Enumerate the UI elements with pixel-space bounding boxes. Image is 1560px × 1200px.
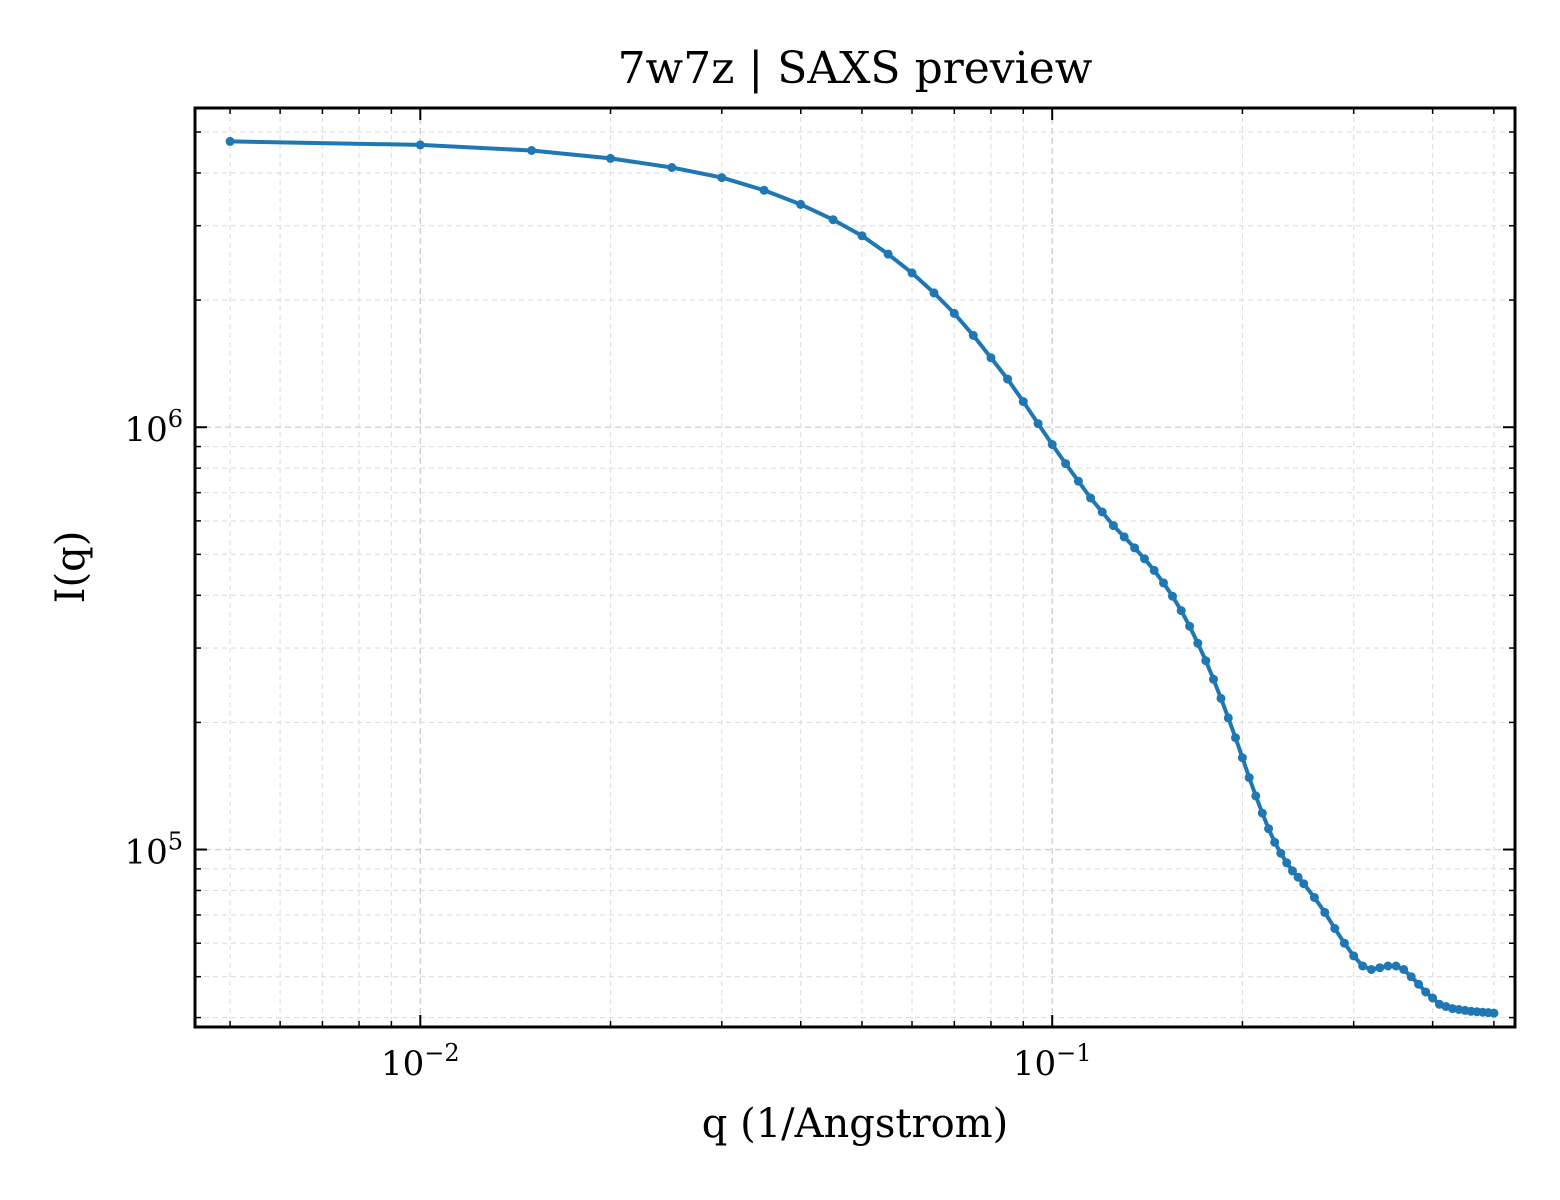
- series-layer: [225, 136, 1499, 1018]
- data-point: [1159, 578, 1168, 588]
- y-tick-label: 106: [124, 405, 183, 450]
- data-point: [1086, 493, 1096, 503]
- data-point: [606, 153, 615, 163]
- data-point: [1358, 961, 1368, 971]
- data-point: [1339, 938, 1349, 948]
- data-point: [796, 199, 806, 209]
- data-point: [883, 249, 893, 259]
- data-point: [1309, 893, 1319, 902]
- data-point: [415, 140, 425, 150]
- data-point: [1330, 924, 1340, 933]
- data-point: [1097, 507, 1107, 517]
- data-point: [1168, 591, 1177, 601]
- data-point: [1201, 656, 1211, 666]
- data-point: [929, 288, 939, 298]
- x-tick-label: 10−2: [381, 1039, 460, 1084]
- data-point: [1223, 713, 1233, 723]
- data-point: [717, 173, 727, 183]
- data-point: [1428, 993, 1438, 1003]
- data-point: [667, 163, 677, 172]
- data-point: [986, 353, 996, 363]
- data-point: [1185, 621, 1195, 631]
- data-point: [1264, 824, 1274, 834]
- data-point: [1414, 979, 1424, 989]
- data-point: [1366, 965, 1376, 974]
- data-point: [1061, 459, 1071, 469]
- data-point: [1489, 1008, 1499, 1018]
- data-point: [1149, 565, 1159, 575]
- data-point: [1073, 476, 1083, 486]
- data-point: [1140, 554, 1149, 564]
- data-point: [225, 136, 235, 146]
- ticks: [195, 108, 1515, 1027]
- data-point: [1018, 397, 1028, 407]
- data-point: [1251, 791, 1261, 801]
- data-point: [1003, 374, 1013, 384]
- y-tick-label: 105: [124, 828, 183, 873]
- data-point: [1244, 773, 1254, 783]
- data-point: [527, 146, 537, 155]
- plot-frame: [193, 106, 1517, 1029]
- data-point: [1209, 674, 1218, 684]
- data-point: [1270, 837, 1280, 847]
- data-point: [1108, 521, 1118, 531]
- data-point: [1276, 848, 1286, 858]
- y-axis-label: I(q): [48, 531, 94, 604]
- data-point: [828, 215, 838, 225]
- data-point: [1383, 961, 1393, 971]
- data-point: [1231, 733, 1240, 743]
- data-point: [1257, 808, 1267, 818]
- data-point: [1349, 951, 1359, 961]
- data-point: [1119, 532, 1129, 542]
- data-point: [1033, 419, 1043, 429]
- data-point: [907, 268, 917, 278]
- data-point: [1176, 606, 1186, 616]
- data-point: [1047, 440, 1057, 449]
- tick-labels: 10−2 10−1 105 106: [124, 405, 1091, 1084]
- data-point: [1282, 858, 1292, 868]
- data-point: [759, 185, 769, 195]
- data-point: [1391, 961, 1401, 971]
- x-axis-label: q (1/Angstrom): [702, 1101, 1008, 1147]
- data-point: [1299, 879, 1309, 889]
- data-point: [1216, 693, 1226, 703]
- x-tick-label: 10−1: [1013, 1039, 1092, 1084]
- data-point: [857, 231, 867, 241]
- data-point: [1193, 638, 1203, 648]
- data-point: [1288, 866, 1297, 876]
- grid: [195, 108, 1515, 1027]
- data-point: [1130, 543, 1140, 553]
- data-point: [968, 330, 978, 340]
- data-point: [1293, 872, 1303, 882]
- data-point: [1421, 987, 1431, 997]
- data-point: [949, 308, 959, 318]
- data-point: [1375, 963, 1385, 973]
- data-point: [1320, 907, 1330, 917]
- data-point: [1237, 753, 1247, 763]
- chart-title: 7w7z | SAXS preview: [618, 43, 1093, 94]
- data-point: [1406, 972, 1416, 982]
- data-point: [1399, 965, 1409, 974]
